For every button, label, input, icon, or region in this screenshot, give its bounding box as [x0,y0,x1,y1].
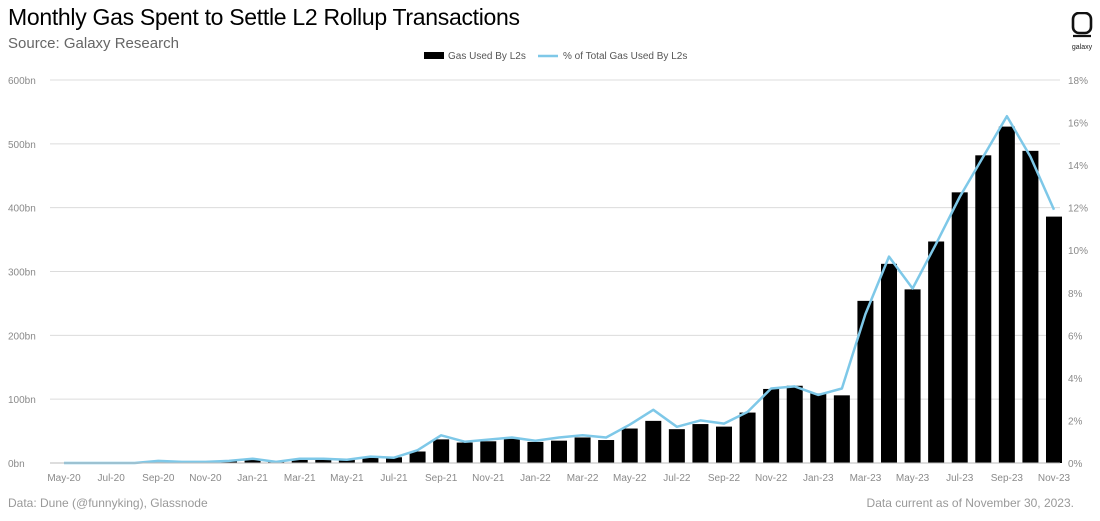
y-left-tick-label: 200bn [8,331,36,342]
chart-title: Monthly Gas Spent to Settle L2 Rollup Tr… [8,4,520,30]
bar [291,459,308,463]
bar [480,441,497,463]
x-tick-label: Nov-20 [189,473,222,484]
y-right-tick-label: 0% [1068,459,1083,470]
bar [833,395,850,463]
bar [1046,216,1062,463]
legend: Gas Used By L2s % of Total Gas Used By L2… [424,51,687,62]
x-tick-label: Jan-23 [803,473,834,484]
y-right-tick-label: 6% [1068,331,1083,342]
bar [362,457,379,463]
bar [692,424,709,463]
legend-label-bar: Gas Used By L2s [448,51,526,62]
bar [975,155,992,463]
bar [881,263,897,463]
legend-swatch-bar [424,52,444,59]
y-right-tick-label: 12% [1068,204,1088,215]
x-tick-label: May-21 [330,473,364,484]
bar [409,451,426,463]
bar [244,459,261,463]
bar [951,192,968,463]
footer-date: Data current as of November 30, 2023. [866,496,1074,510]
bar [456,442,473,463]
bar [598,440,615,463]
x-tick-label: May-20 [47,473,81,484]
y-left-tick-label: 500bn [8,140,36,151]
bar [763,388,780,463]
bar [574,437,591,463]
y-right-tick-label: 16% [1068,119,1088,130]
bar-series [150,126,1062,464]
y-right-tick-label: 10% [1068,246,1088,257]
x-tick-label: Nov-22 [755,473,788,484]
y-left-tick-label: 0bn [8,459,25,470]
bar [527,441,544,463]
galaxy-logo-icon [1071,11,1093,38]
bar [315,459,332,463]
footer-source: Data: Dune (@funnyking), Glassnode [8,496,208,510]
y-left-tick-label: 600bn [8,76,36,87]
bar [645,420,662,463]
y-axis-right: 0% 2% 4% 6% 8% 10% 12% 14% 16% 18% [1068,76,1088,470]
bar [668,429,685,463]
galaxy-logo: galaxy [1064,11,1100,51]
x-tick-label: Jul-20 [98,473,126,484]
x-tick-label: Mar-22 [567,473,599,484]
chart-subtitle: Source: Galaxy Research [8,35,179,52]
bar [1022,150,1039,464]
y-left-tick-label: 400bn [8,204,36,215]
x-tick-label: Jul-23 [946,473,974,484]
x-tick-label: Sep-22 [708,473,741,484]
x-tick-label: Nov-21 [472,473,505,484]
legend-label-line: % of Total Gas Used By L2s [563,51,687,62]
y-axis-left: 0bn 100bn 200bn 300bn 400bn 500bn 600bn [8,76,36,470]
bar [621,428,638,463]
bar [857,300,874,463]
x-tick-label: May-22 [613,473,647,484]
bar [503,438,520,463]
bar [928,241,945,463]
x-tick-label: Jan-21 [237,473,268,484]
bar [904,289,921,463]
y-right-tick-label: 8% [1068,289,1083,300]
x-tick-label: Mar-23 [850,473,882,484]
line-series-path [64,114,1056,465]
y-right-tick-label: 4% [1068,374,1083,385]
bar [739,412,756,463]
bar [716,426,732,463]
x-tick-label: Jul-21 [380,473,408,484]
y-right-tick-label: 14% [1068,161,1088,172]
line-series [64,114,1056,465]
bar [338,459,355,463]
bar [786,385,803,463]
y-right-tick-label: 2% [1068,416,1083,427]
x-tick-label: May-23 [896,473,930,484]
x-tick-label: Nov-23 [1038,473,1071,484]
bar [386,457,402,463]
bar [551,440,567,463]
bar [998,126,1015,464]
galaxy-logo-text: galaxy [1071,44,1093,51]
y-left-tick-label: 100bn [8,395,36,406]
bar [810,393,827,463]
x-tick-label: Jul-22 [663,473,691,484]
x-axis: May-20 Jul-20 Sep-20 Nov-20 Jan-21 Mar-21 May-… [47,462,1071,484]
x-tick-label: Jan-22 [520,473,551,484]
x-tick-label: Sep-23 [991,473,1024,484]
bar [433,439,450,463]
x-tick-label: Mar-21 [284,473,316,484]
y-right-tick-label: 18% [1068,76,1088,87]
x-tick-label: Sep-20 [142,473,175,484]
x-tick-label: Sep-21 [425,473,458,484]
y-left-tick-label: 300bn [8,268,36,279]
